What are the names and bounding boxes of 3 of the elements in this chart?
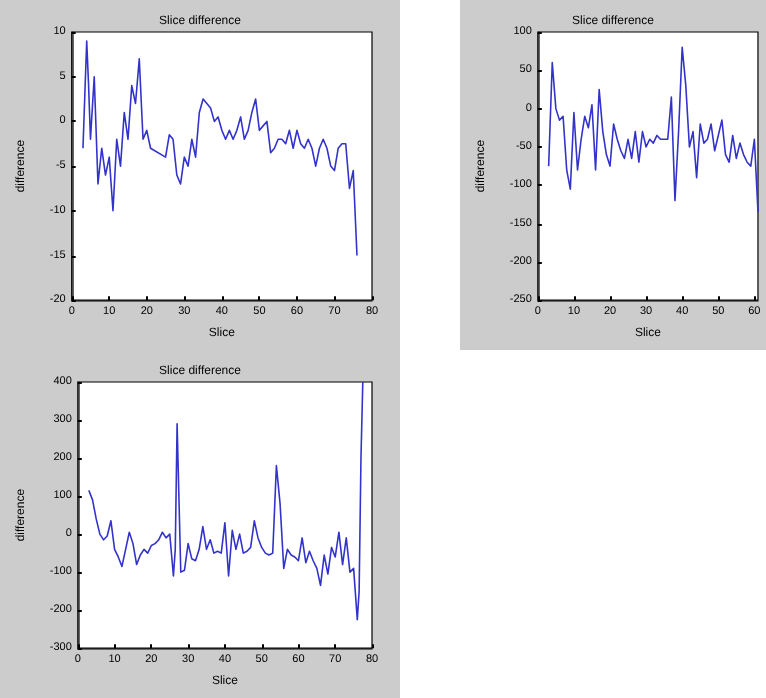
line-series	[82, 40, 358, 257]
line-series	[547, 46, 759, 213]
line-series	[88, 381, 364, 621]
